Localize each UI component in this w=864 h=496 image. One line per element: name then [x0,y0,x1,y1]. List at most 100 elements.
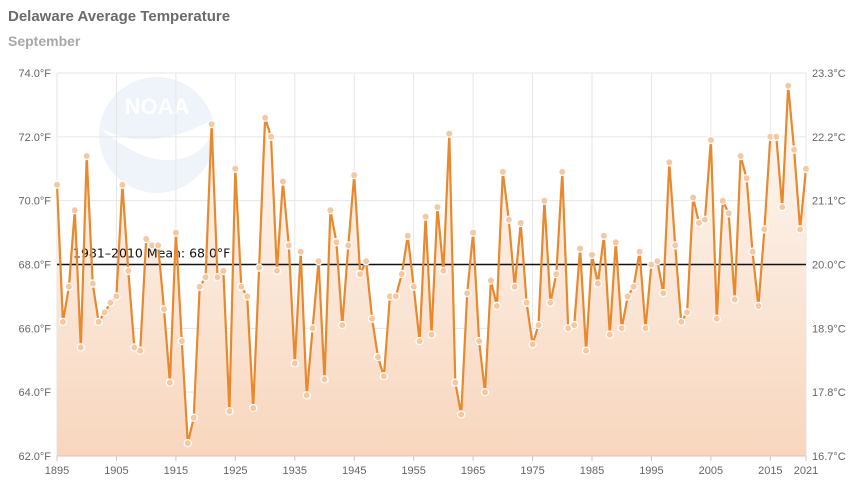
data-point[interactable] [593,279,603,288]
data-point[interactable] [254,263,264,272]
data-point[interactable] [742,174,751,183]
data-point[interactable] [141,234,151,244]
data-point[interactable] [183,439,192,448]
data-point[interactable] [778,202,787,212]
data-point[interactable] [665,158,674,167]
data-point[interactable] [76,343,86,352]
data-point[interactable] [177,336,186,346]
data-point[interactable] [682,308,692,317]
data-point[interactable] [724,209,733,218]
data-point[interactable] [736,151,745,161]
data-point[interactable] [504,215,513,224]
data-point[interactable] [356,269,365,279]
data-point[interactable] [242,292,252,301]
data-point[interactable] [225,407,234,416]
data-point[interactable] [671,241,680,250]
data-point[interactable] [118,180,127,189]
data-point[interactable] [581,346,591,355]
data-point[interactable] [789,145,799,154]
data-point[interactable] [219,266,228,276]
data-point[interactable] [433,202,442,212]
data-point[interactable] [730,295,739,304]
data-point[interactable] [522,298,531,307]
data-point[interactable] [153,241,163,250]
data-point[interactable] [272,266,282,276]
data-point[interactable] [546,298,555,307]
data-point[interactable] [302,391,311,400]
data-point[interactable] [706,135,716,145]
data-point[interactable] [611,237,621,247]
data-point[interactable] [552,269,561,279]
data-point[interactable] [266,132,276,141]
data-point[interactable] [195,282,204,291]
data-point[interactable] [248,403,258,413]
data-point[interactable] [231,164,240,173]
data-point[interactable] [700,215,710,224]
data-point[interactable] [284,241,293,250]
data-point[interactable] [189,413,198,422]
data-point[interactable] [159,305,169,314]
data-point[interactable] [439,266,448,276]
data-point[interactable] [784,81,793,91]
data-point[interactable] [379,372,389,381]
data-point[interactable] [135,346,145,355]
data-point[interactable] [516,218,525,228]
data-point[interactable] [534,320,543,330]
data-point[interactable] [492,301,502,311]
data-point[interactable] [421,212,430,221]
data-point[interactable] [605,330,615,339]
data-point[interactable] [320,375,329,384]
data-point[interactable] [599,231,609,240]
data-point[interactable] [463,289,472,298]
data-point[interactable] [260,113,270,122]
data-point[interactable] [570,320,579,330]
data-point[interactable] [112,292,121,301]
data-point[interactable] [575,244,585,253]
data-point[interactable] [350,170,359,180]
data-point[interactable] [712,314,722,323]
data-point[interactable] [659,289,668,298]
data-point[interactable] [94,317,103,327]
data-point[interactable] [748,247,757,256]
data-point[interactable] [82,151,91,161]
data-point[interactable] [474,336,484,346]
data-point[interactable] [451,378,460,387]
data-point[interactable] [332,237,341,247]
data-point[interactable] [795,225,805,234]
data-point[interactable] [688,193,698,202]
data-point[interactable] [201,273,210,282]
data-point[interactable] [677,317,686,327]
data-point[interactable] [124,266,133,276]
data-point[interactable] [237,282,246,291]
data-point[interactable] [617,324,626,333]
data-point[interactable] [427,330,436,339]
data-point[interactable] [397,269,406,279]
data-point[interactable] [373,352,383,362]
data-point[interactable] [296,247,305,256]
data-point[interactable] [587,250,597,260]
data-point[interactable] [165,378,175,387]
data-point[interactable] [100,308,109,317]
data-point[interactable] [623,292,632,301]
data-point[interactable] [207,119,216,129]
data-point[interactable] [415,336,424,346]
data-point[interactable] [290,359,299,368]
data-point[interactable] [558,167,567,177]
data-point[interactable] [409,282,418,291]
data-point[interactable] [480,388,490,397]
data-point[interactable] [641,324,650,333]
data-point[interactable] [718,196,728,205]
data-point[interactable] [498,167,507,177]
data-point[interactable] [344,241,353,250]
data-point[interactable] [457,410,466,419]
data-point[interactable] [391,292,400,301]
data-point[interactable] [58,317,68,327]
data-point[interactable] [486,276,496,285]
data-point[interactable] [760,225,769,234]
data-point[interactable] [510,282,519,291]
data-point[interactable] [772,132,781,141]
data-point[interactable] [367,314,377,323]
data-point[interactable] [213,273,222,282]
data-point[interactable] [754,301,763,311]
data-point[interactable] [171,228,181,237]
